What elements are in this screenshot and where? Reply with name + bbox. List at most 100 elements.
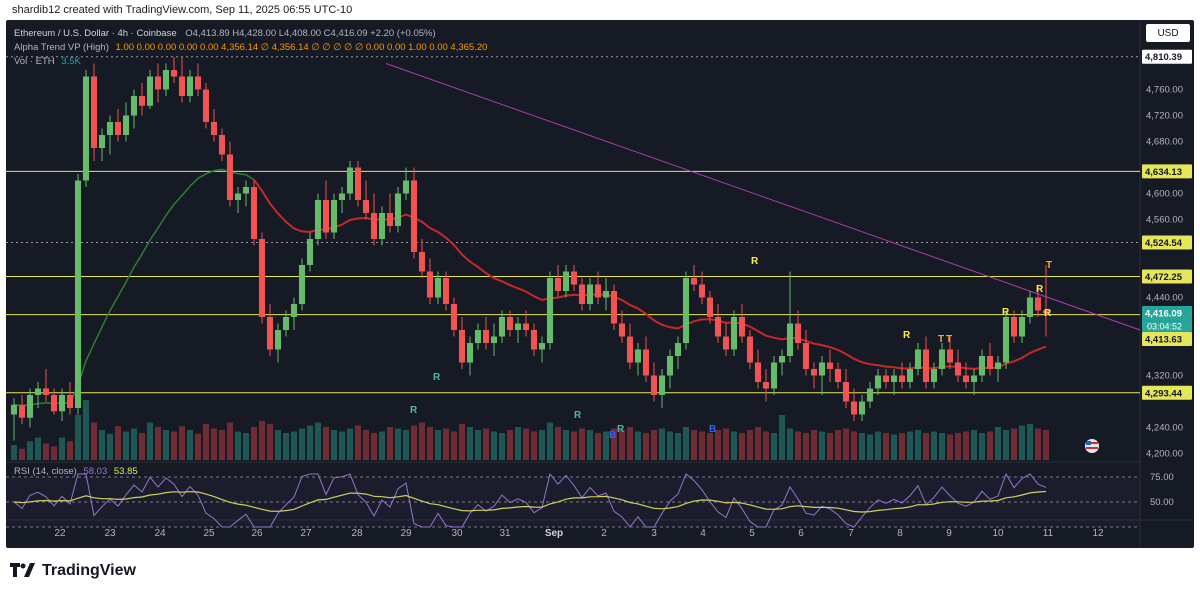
time-tick-label: 10 [992, 528, 1004, 539]
candle-body [18, 404, 26, 418]
volume-bar [346, 428, 354, 460]
candle-body [802, 343, 810, 369]
candle-body [602, 291, 610, 298]
volume-bar [18, 448, 26, 460]
volume-bar [962, 431, 970, 460]
candle-body [426, 271, 434, 298]
volume-bar [706, 433, 714, 460]
candle-body [322, 200, 330, 233]
indicator-legend[interactable]: Alpha Trend VP (High) 1.00 0.00 0.00 0.0… [14, 42, 487, 53]
candle-body [202, 89, 210, 122]
volume-bar [210, 428, 218, 460]
candle-body [650, 375, 658, 395]
volume-bar [874, 431, 882, 460]
volume-bar [154, 427, 162, 460]
signal-marker: R [751, 256, 759, 267]
candle-body [98, 135, 106, 148]
candle-body [42, 388, 50, 395]
signal-marker: R [903, 330, 911, 341]
volume-bar [418, 422, 426, 460]
volume-bar [386, 427, 394, 460]
time-tick-label: 29 [400, 528, 412, 539]
candle-body [594, 284, 602, 298]
candle-body [546, 278, 554, 343]
signal-marker: T [1046, 260, 1052, 271]
price-badge-label: 4,293.44 [1145, 388, 1183, 399]
candle-body [770, 362, 778, 389]
currency-button[interactable]: USD [1146, 24, 1190, 42]
candle-body [490, 336, 498, 343]
volume-bar [626, 427, 634, 460]
rsi-legend[interactable]: RSI (14, close) 58.03 53.85 [14, 466, 138, 477]
candle-body [826, 362, 834, 369]
rsi-ma-line [13, 490, 1047, 513]
tradingview-footer[interactable]: TradingView [10, 562, 136, 580]
candle-body [818, 362, 826, 376]
volume-bar [442, 428, 450, 460]
candle-body [474, 330, 482, 343]
volume-bar [634, 431, 642, 460]
volume-bar [1002, 430, 1010, 460]
price-badge-label: 4,524.54 [1145, 238, 1183, 249]
volume-bar [602, 431, 610, 460]
candle-body [1034, 297, 1042, 311]
volume-bar [658, 428, 666, 460]
candle-body [610, 291, 618, 324]
price-badge [1142, 49, 1192, 64]
volume-bar [770, 433, 778, 460]
candle-body [506, 317, 514, 330]
volume-bar [10, 445, 18, 460]
candle-body [394, 193, 402, 226]
volume-bar [410, 425, 418, 460]
volume-bar [122, 431, 130, 460]
volume-bar [538, 430, 546, 460]
candle-body [1002, 317, 1010, 363]
volume-bar [26, 441, 34, 460]
volume-bar [938, 433, 946, 460]
candle-body [978, 356, 986, 376]
volume-bar [234, 431, 242, 460]
volume-layer [10, 400, 1050, 460]
signal-marker: T [946, 334, 952, 345]
volume-legend[interactable]: Vol · ETH 3.5K [14, 56, 81, 67]
volume-bar [674, 433, 682, 460]
volume-bar [922, 433, 930, 460]
volume-bar [226, 422, 234, 460]
volume-bar [594, 433, 602, 460]
volume-bar [114, 426, 122, 460]
time-tick-label: 23 [104, 528, 116, 539]
volume-bar [1034, 428, 1042, 460]
volume-bar [954, 433, 962, 460]
candle-body [274, 330, 282, 350]
volume-bar [474, 430, 482, 460]
price-tick-label: 4,240.00 [1146, 423, 1183, 434]
volume-bar [834, 430, 842, 460]
volume-bar [818, 431, 826, 460]
time-tick-label: 25 [203, 528, 215, 539]
candle-body [306, 239, 314, 265]
volume-bar [762, 431, 770, 460]
volume-bar [282, 433, 290, 460]
price-badge-label: 4,634.13 [1145, 167, 1182, 178]
candle-body [834, 369, 842, 382]
candle-body [778, 356, 786, 363]
candle-body [530, 330, 538, 350]
candle-body [50, 395, 58, 412]
volume-bar [722, 428, 730, 460]
symbol-legend[interactable]: Ethereum / U.S. Dollar · 4h · Coinbase O… [14, 28, 436, 39]
volume-bar [946, 434, 954, 460]
candle-body [674, 343, 682, 356]
volume-bar [890, 434, 898, 460]
volume-bar [194, 433, 202, 460]
candle-body [706, 297, 714, 317]
axis-layer: 4,760.00 4,720.00 4,680.00 4,600.00 4,560.00… [54, 49, 1192, 539]
volume-bar [1042, 430, 1050, 460]
price-badge [1142, 385, 1192, 400]
volume-bar [786, 428, 794, 460]
time-tick-label: 24 [154, 528, 166, 539]
volume-bar [338, 431, 346, 460]
volume-bar [426, 427, 434, 460]
candle-body [386, 213, 394, 226]
